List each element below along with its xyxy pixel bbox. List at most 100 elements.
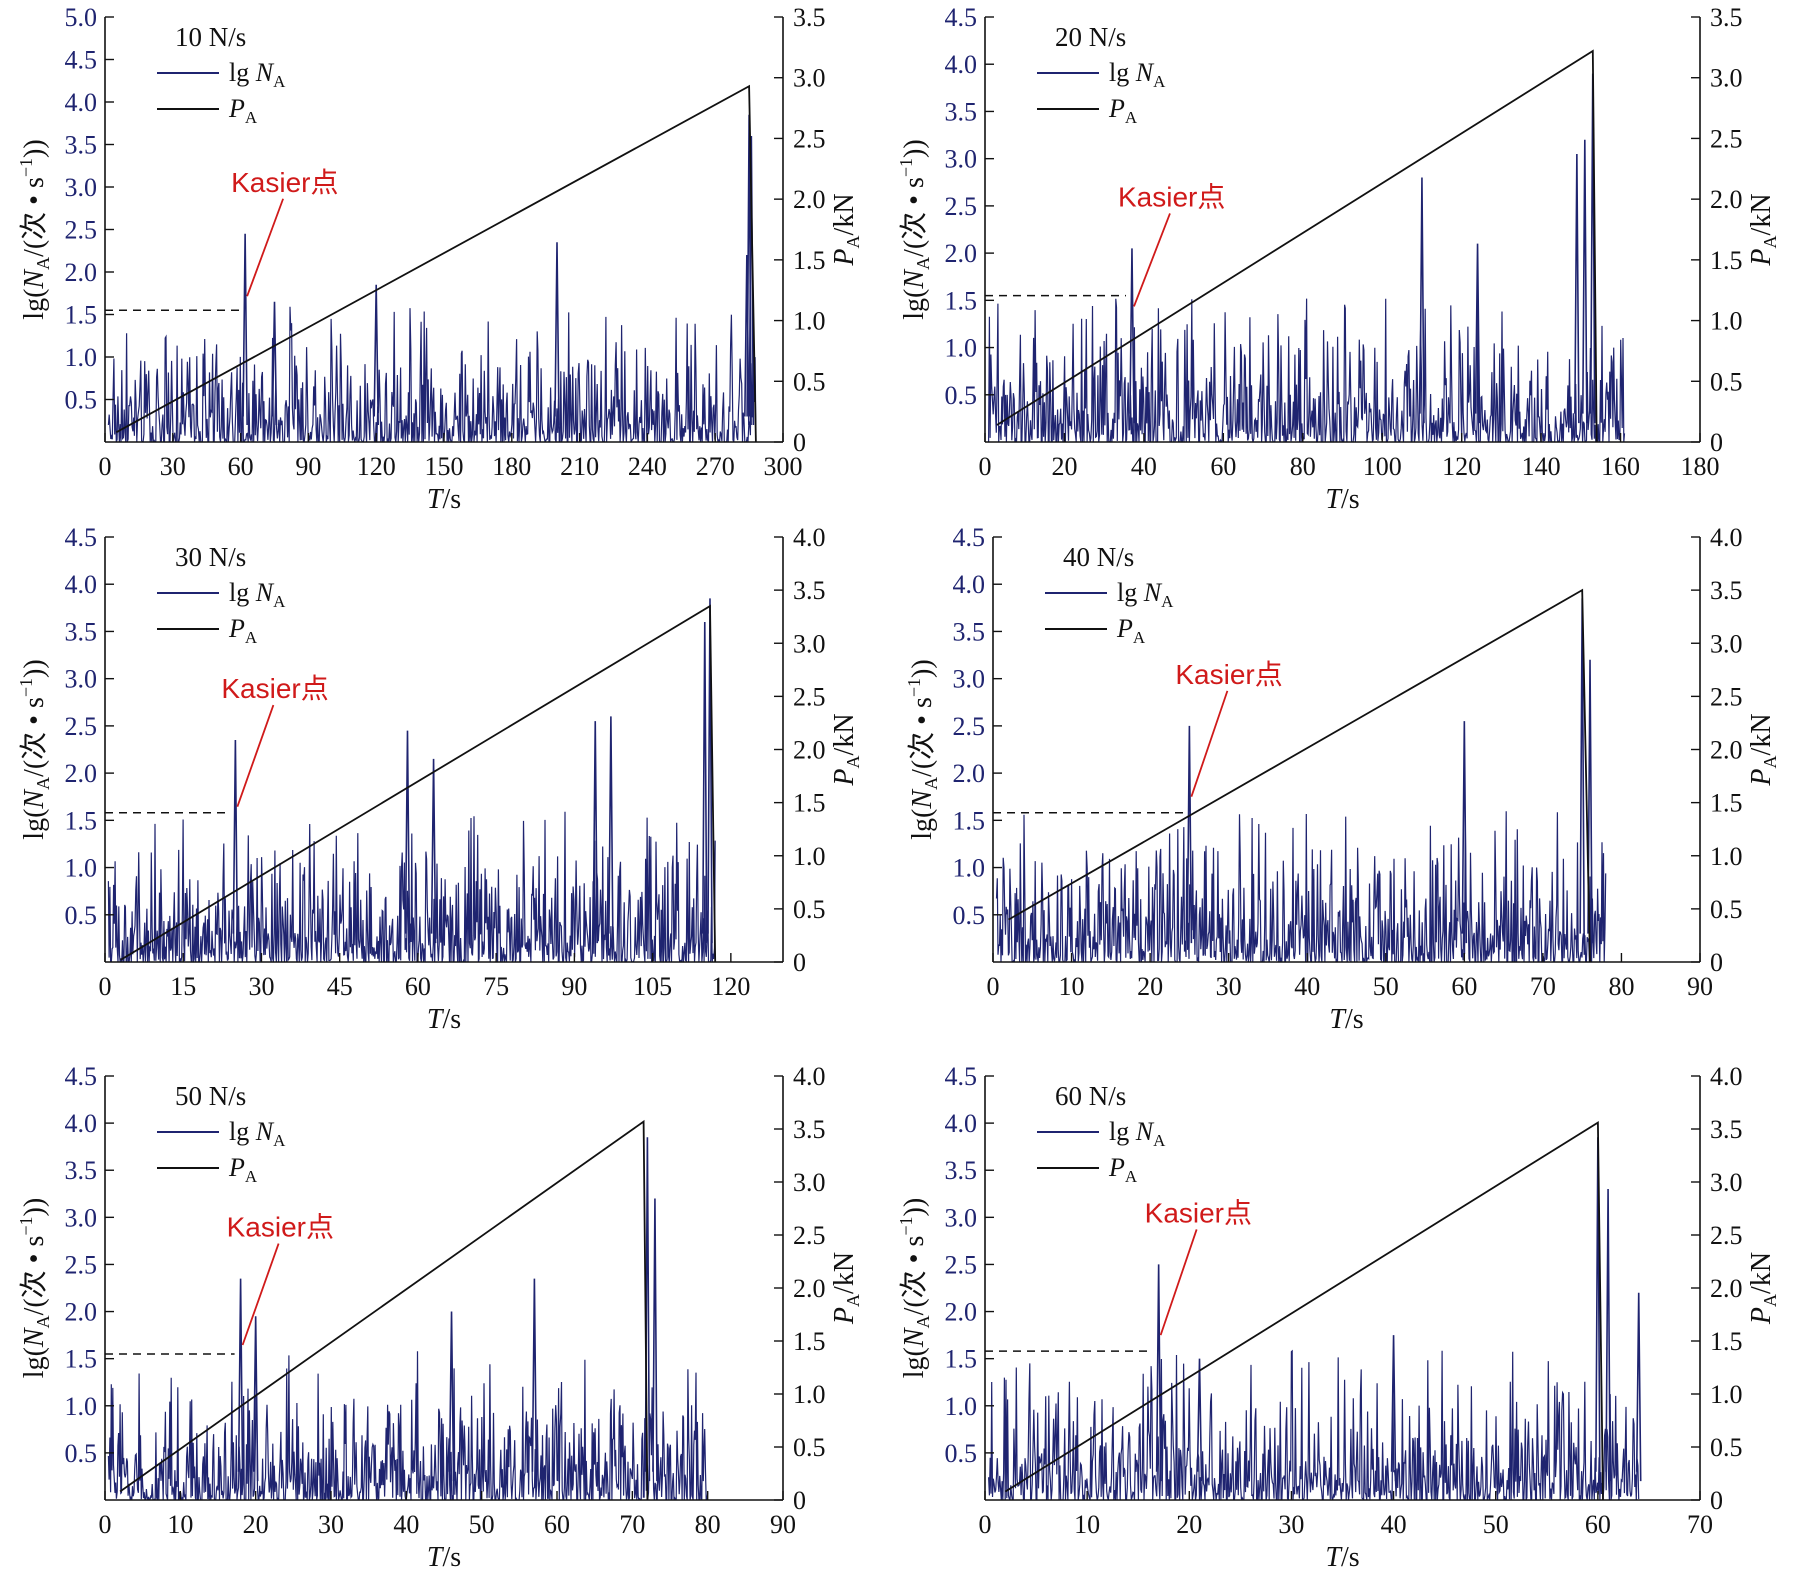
kaiser-annotation: Kasier点 xyxy=(1175,659,1282,690)
y-left-tick-label: 1.0 xyxy=(65,854,98,883)
x-tick-label: 0 xyxy=(979,1510,992,1539)
y-left-tick-label: 2.5 xyxy=(953,712,986,741)
y-right-tick-label: 1.0 xyxy=(1710,1380,1743,1409)
x-tick-label: 40 xyxy=(1381,1510,1407,1539)
y-right-tick-label: 1.0 xyxy=(793,307,826,336)
ae-peak-3 xyxy=(1390,1335,1397,1482)
x-tick-label: 70 xyxy=(619,1510,645,1539)
y-right-tick-label: 1.5 xyxy=(1710,246,1743,275)
y-right-tick-label: 1.0 xyxy=(793,1380,826,1409)
y-right-tick-label: 2.5 xyxy=(1710,682,1743,711)
y-right-tick-label: 3.5 xyxy=(793,3,826,32)
x-tick-label: 120 xyxy=(1442,452,1481,481)
legend-ae-label: lg NA xyxy=(1109,58,1166,91)
ae-peak-6 xyxy=(1635,1292,1642,1482)
y-left-tick-label: 2.0 xyxy=(65,1298,98,1327)
x-tick-label: 20 xyxy=(243,1510,269,1539)
ae-peak-7 xyxy=(744,254,750,426)
y-right-tick-label: 3.0 xyxy=(1710,1168,1743,1197)
ae-peak-1 xyxy=(232,740,239,944)
y-left-tick-label: 5.0 xyxy=(65,3,98,32)
y-left-tick-label: 2.5 xyxy=(945,192,978,221)
x-tick-label: 240 xyxy=(628,452,667,481)
y-left-axis-title: lg(NA/(次 • s−1)) xyxy=(16,1198,53,1378)
y-left-tick-label: 4.5 xyxy=(953,523,986,552)
kaiser-pointer xyxy=(1133,213,1171,307)
y-left-tick-label: 3.0 xyxy=(953,665,986,694)
ae-series-noise xyxy=(995,811,1607,962)
ae-peak-2 xyxy=(1196,1358,1203,1482)
y-right-tick-label: 1.5 xyxy=(793,789,826,818)
y-left-tick-label: 4.5 xyxy=(65,1062,98,1091)
chart-panel-3: 0 15 30 45 60 75 90 105 120 0.5 1.0 1.5 2.0 2.5 3.0 3.5… xyxy=(16,523,863,1035)
y-right-tick-label: 3.5 xyxy=(1710,3,1743,32)
y-right-tick-label: 4.0 xyxy=(793,1062,826,1091)
x-tick-label: 20 xyxy=(1051,452,1077,481)
x-tick-label: 120 xyxy=(711,972,750,1001)
x-tick-label: 160 xyxy=(1601,452,1640,481)
y-left-tick-label: 0.5 xyxy=(65,1439,98,1468)
ae-peak-6 xyxy=(748,135,755,426)
ae-series-noise xyxy=(988,298,1626,442)
load-series xyxy=(120,604,717,962)
ae-peak-2 xyxy=(404,730,411,944)
x-tick-label: 30 xyxy=(1216,972,1242,1001)
y-right-tick-label: 2.0 xyxy=(1710,736,1743,765)
x-tick-label: 210 xyxy=(560,452,599,481)
x-tick-label: 60 xyxy=(405,972,431,1001)
x-tick-label: 10 xyxy=(1059,972,1085,1001)
x-tick-label: 100 xyxy=(1363,452,1402,481)
x-tick-label: 80 xyxy=(1608,972,1634,1001)
ae-peak-1 xyxy=(237,1278,244,1482)
ae-peak-5 xyxy=(608,716,614,944)
y-left-tick-label: 4.5 xyxy=(945,1062,978,1091)
y-right-tick-label: 0 xyxy=(793,1486,806,1515)
y-right-tick-label: 3.0 xyxy=(1710,64,1743,93)
y-right-axis-title: PA/kN xyxy=(829,1252,863,1325)
x-tick-label: 70 xyxy=(1530,972,1556,1001)
x-tick-label: 30 xyxy=(160,452,186,481)
legend-load-label: PA xyxy=(1108,94,1138,127)
rate-label: 10 N/s xyxy=(175,22,246,52)
y-left-tick-label: 2.0 xyxy=(945,1298,978,1327)
y-right-tick-label: 1.0 xyxy=(1710,307,1743,336)
y-left-tick-label: 1.0 xyxy=(945,334,978,363)
x-axis-title: T/s xyxy=(1329,1004,1363,1035)
y-right-tick-label: 3.0 xyxy=(1710,629,1743,658)
y-left-tick-label: 2.0 xyxy=(953,759,986,788)
kaiser-annotation: Kasier点 xyxy=(231,167,338,198)
y-left-tick-label: 3.0 xyxy=(65,173,98,202)
y-left-tick-label: 4.0 xyxy=(65,1109,98,1138)
x-axis-title: T/s xyxy=(1325,484,1359,515)
x-tick-label: 140 xyxy=(1522,452,1561,481)
y-left-tick-label: 3.0 xyxy=(65,1203,98,1232)
ae-peaks xyxy=(232,598,713,944)
y-right-tick-label: 3.0 xyxy=(793,1168,826,1197)
y-right-tick-label: 1.5 xyxy=(793,1327,826,1356)
y-left-tick-label: 0.5 xyxy=(953,901,986,930)
legend-load-label: PA xyxy=(228,94,258,127)
legend-ae-label: lg NA xyxy=(1109,1117,1166,1150)
y-left-tick-label: 1.5 xyxy=(945,286,978,315)
x-tick-label: 0 xyxy=(979,452,992,481)
x-tick-label: 70 xyxy=(1687,1510,1713,1539)
x-tick-label: 20 xyxy=(1176,1510,1202,1539)
legend-ae-label: lg NA xyxy=(229,58,286,91)
ae-peak-6 xyxy=(707,598,713,944)
x-tick-label: 60 xyxy=(544,1510,570,1539)
legend-ae-label: lg NA xyxy=(229,1117,286,1150)
y-right-tick-label: 2.5 xyxy=(793,1221,826,1250)
ae-series-noise xyxy=(107,811,716,962)
x-tick-label: 90 xyxy=(561,972,587,1001)
y-right-tick-label: 2.0 xyxy=(793,1274,826,1303)
x-tick-label: 30 xyxy=(248,972,274,1001)
ae-peak-1 xyxy=(1155,1264,1162,1482)
y-left-tick-label: 4.5 xyxy=(65,46,98,75)
legend-ae-label: lg NA xyxy=(229,578,286,611)
x-tick-label: 10 xyxy=(167,1510,193,1539)
y-right-tick-label: 2.0 xyxy=(793,185,826,214)
ae-peak-6 xyxy=(652,1198,658,1482)
y-left-tick-label: 1.5 xyxy=(65,301,98,330)
x-axis-title: T/s xyxy=(1325,1542,1359,1573)
